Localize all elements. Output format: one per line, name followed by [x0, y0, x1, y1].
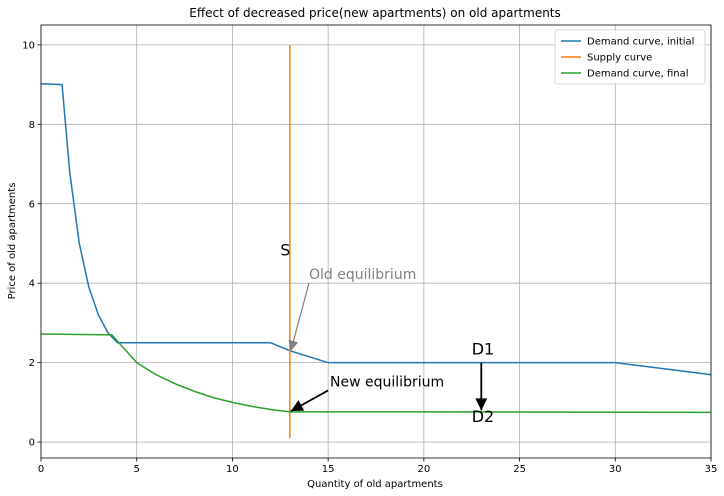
legend-label-2: Supply curve	[587, 53, 652, 64]
series-line-3	[40, 333, 712, 414]
legend-label-1: Demand curve, initial	[587, 37, 694, 48]
chart-title: Effect of decreased price(new apartments…	[189, 6, 561, 20]
legend: Demand curve, initial Supply curve Demand …	[554, 29, 706, 85]
annotation-d1: D1	[472, 340, 495, 359]
y-tick-label: 4	[29, 279, 35, 290]
axes-frame	[40, 24, 712, 459]
annotation-d2: D2	[472, 407, 495, 426]
x-tick-label: 10	[226, 464, 239, 475]
y-tick-label: 6	[29, 199, 35, 210]
plot-area: 0 5 10 15 20 25 30 35 0 2 4 6 8 10 S Old equilibrium New…	[22, 24, 718, 475]
annotation-arrow-old-eq	[288, 283, 310, 351]
x-tick-label: 15	[322, 464, 335, 475]
annotation-new-eq: New equilibrium	[330, 374, 444, 390]
y-tick-label: 0	[29, 438, 35, 449]
y-axis-title: Price of old apartments	[7, 183, 18, 300]
x-tick-label: 35	[705, 464, 718, 475]
annotation-supply-label: S	[280, 240, 290, 259]
x-tick-label: 0	[38, 464, 44, 475]
x-tick-label: 20	[417, 464, 430, 475]
annotation-arrow-new-eq	[290, 389, 329, 412]
y-tick-label: 2	[29, 358, 35, 369]
x-tick-label: 5	[134, 464, 140, 475]
x-tick-label: 25	[513, 464, 526, 475]
x-tick-label: 30	[609, 464, 622, 475]
x-axis-title: Quantity of old apartments	[307, 479, 443, 490]
legend-box	[554, 29, 706, 85]
series-line-1	[40, 83, 712, 376]
y-tick-label: 10	[22, 40, 35, 51]
annotation-old-eq: Old equilibrium	[309, 267, 416, 283]
y-tick-label: 8	[29, 120, 35, 131]
legend-label-3: Demand curve, final	[587, 69, 689, 80]
